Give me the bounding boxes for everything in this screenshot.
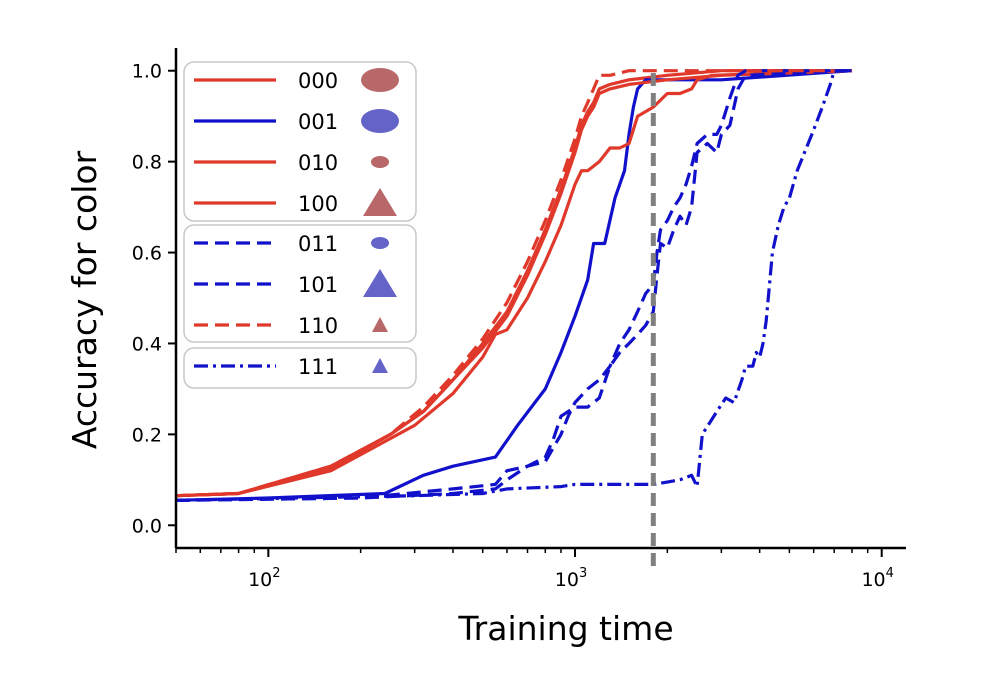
x-tick-label: 102 bbox=[248, 566, 280, 591]
y-tick-label: 1.0 bbox=[132, 61, 162, 83]
x-axis-title: Training time bbox=[457, 609, 673, 648]
legend-label-001: 001 bbox=[298, 110, 338, 134]
legend-marker-010 bbox=[371, 156, 389, 168]
series-line-111 bbox=[175, 69, 852, 502]
series-line-010 bbox=[175, 69, 853, 498]
legend-label-011: 011 bbox=[298, 232, 338, 256]
y-tick-label: 0.4 bbox=[132, 333, 162, 355]
x-tick-label: 103 bbox=[555, 566, 587, 591]
legend-box bbox=[183, 224, 417, 343]
legend-marker-111 bbox=[372, 358, 388, 373]
legend-label-111: 111 bbox=[298, 355, 338, 379]
legend-marker-101 bbox=[363, 269, 397, 297]
y-axis-title: Accuracy for color bbox=[65, 150, 104, 449]
legend-marker-100 bbox=[363, 188, 397, 216]
series-line-110 bbox=[175, 69, 852, 498]
x-ticks: 102 103 104 bbox=[175, 548, 894, 591]
legend-label-100: 100 bbox=[298, 192, 338, 216]
legend-label-110: 110 bbox=[298, 314, 338, 338]
legend-box bbox=[183, 61, 417, 222]
y-tick-label: 0.6 bbox=[132, 243, 162, 265]
legend: 000 001 010 100 011 101 110 111 bbox=[183, 61, 417, 389]
x-tick-label: 104 bbox=[861, 566, 893, 591]
legend-label-010: 010 bbox=[298, 151, 338, 175]
y-tick-label: 0.2 bbox=[132, 424, 162, 446]
legend-marker-110 bbox=[372, 317, 388, 332]
y-tick-label: 0.8 bbox=[132, 152, 162, 174]
y-ticks: 0.0 0.2 0.4 0.6 0.8 1.0 bbox=[132, 61, 176, 537]
legend-marker-000 bbox=[361, 68, 399, 92]
legend-label-000: 000 bbox=[298, 69, 338, 93]
legend-marker-011 bbox=[371, 237, 389, 249]
legend-marker-001 bbox=[361, 109, 399, 133]
series-layer bbox=[175, 69, 853, 502]
legend-label-101: 101 bbox=[298, 273, 338, 297]
series-line-101 bbox=[175, 69, 853, 502]
y-tick-label: 0.0 bbox=[132, 515, 162, 537]
legend-box bbox=[183, 347, 417, 389]
